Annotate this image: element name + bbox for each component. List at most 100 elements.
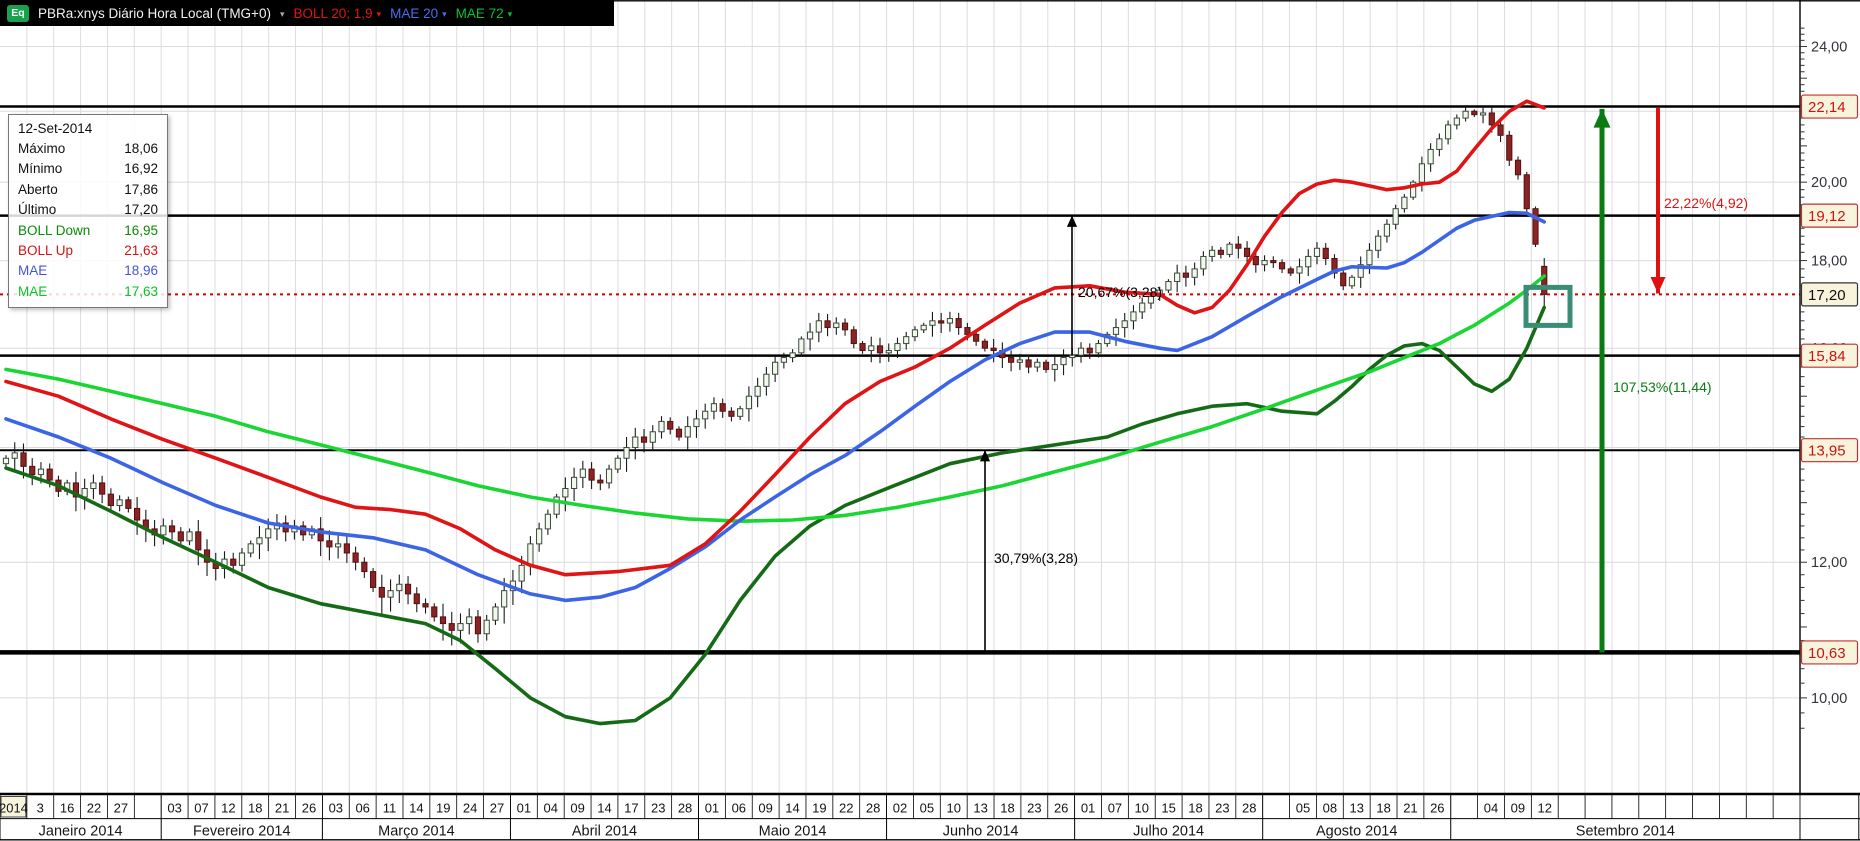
x-axis-day-label: 09	[1511, 801, 1525, 816]
legend-mae20[interactable]: MAE 20 ▾	[390, 6, 447, 21]
y-axis-price-label: 10,00	[1811, 691, 1847, 707]
chevron-down-icon[interactable]: ▾	[507, 8, 513, 19]
tooltip-value: 21,63	[124, 243, 158, 259]
measure-arrowhead-icon	[979, 450, 991, 462]
x-axis-day-label: 28	[866, 801, 880, 816]
x-axis-day-label: 05	[920, 801, 934, 816]
x-axis-day-label: 3	[37, 801, 44, 816]
indicator-line-mae-20	[4, 210, 1546, 603]
highlight-square[interactable]	[1523, 284, 1573, 328]
x-axis-day-label: 18	[1000, 801, 1014, 816]
x-axis-day-label: 04	[1484, 801, 1498, 816]
x-axis-day-label: 02	[893, 801, 907, 816]
symbol-title[interactable]: PBRa:xnys Diário Hora Local (TMG+0)	[38, 5, 271, 21]
x-axis-month-label: Maio 2014	[759, 824, 827, 840]
chevron-down-icon[interactable]: ▾	[279, 8, 285, 19]
x-axis-day-label: 06	[355, 801, 369, 816]
y-axis-flag-label: 10,63	[1808, 645, 1846, 662]
x-axis-day-label: 26	[1430, 801, 1444, 816]
x-axis-day-label: 07	[1108, 801, 1122, 816]
chevron-down-icon[interactable]: ▾	[376, 8, 382, 19]
x-axis-day-label: 09	[570, 801, 584, 816]
x-axis-day-label: 22	[87, 801, 101, 816]
x-axis-day-label: 18	[1376, 801, 1390, 816]
y-axis-flag	[1800, 438, 1859, 463]
x-axis-day-label: 01	[705, 801, 719, 816]
y-axis-flag-label: 22,14	[1808, 99, 1846, 116]
x-axis-day-label: 24	[463, 801, 477, 816]
tooltip-label: Aberto	[18, 181, 58, 197]
x-axis-month-label: Setembro 2014	[1576, 824, 1675, 840]
measure-label-107-53: 107,53%(11,44)	[1613, 379, 1712, 395]
tooltip-label: MAE	[18, 283, 48, 299]
x-axis-day-label: 21	[1403, 801, 1417, 816]
x-axis-month-label: Julho 2014	[1133, 824, 1204, 840]
x-axis-day-label: 26	[302, 801, 316, 816]
x-axis-day-label: 09	[758, 801, 772, 816]
y-axis-flag	[1800, 640, 1859, 665]
x-axis-area	[0, 793, 1860, 841]
x-axis-day-label: 13	[973, 801, 987, 816]
tooltip-value: 17,86	[124, 181, 158, 197]
crosshair-tooltip: 12-Set-2014 Máximo 18,06 Mínimo 16,92 Aber…	[8, 114, 168, 309]
x-axis-day-label: 10	[946, 801, 960, 816]
x-axis-day-label: 17	[624, 801, 638, 816]
y-axis-price-label: 12,00	[1811, 555, 1847, 571]
y-axis-flag	[1800, 343, 1859, 368]
y-axis-flag-label: 13,95	[1808, 443, 1846, 460]
x-axis-day-label: 01	[517, 801, 531, 816]
x-axis-day-label: 14	[597, 801, 611, 816]
x-axis-day-label: 03	[167, 801, 181, 816]
measure-label-22-22: 22,22%(4,92)	[1664, 195, 1749, 211]
indicator-line-boll-down	[4, 305, 1546, 726]
y-axis-flag	[1800, 203, 1859, 228]
year-start-flag	[0, 796, 27, 818]
x-axis-day-label: 19	[812, 801, 826, 816]
y-axis-price-label: 24,00	[1811, 40, 1847, 56]
tooltip-label: Último	[18, 202, 57, 218]
chevron-down-icon[interactable]: ▾	[442, 8, 447, 19]
legend-boll[interactable]: BOLL 20; 1,9 ▾	[293, 6, 381, 21]
x-axis-day-label: 23	[1215, 801, 1229, 816]
tooltip-label: Mínimo	[18, 161, 63, 177]
x-axis-month-label: Fevereiro 2014	[193, 824, 291, 840]
x-axis-day-label: 11	[383, 801, 397, 816]
measure-label-30-79: 30,79%(3,28)	[994, 550, 1079, 566]
x-axis-month-label: Agosto 2014	[1316, 824, 1397, 840]
legend-boll-label: BOLL 20; 1,9	[293, 5, 373, 21]
x-axis-day-label: 15	[1161, 801, 1175, 816]
x-axis-day-label: 18	[248, 801, 262, 816]
tooltip-value: 18,06	[124, 141, 158, 156]
x-axis-month-label: Abril 2014	[572, 824, 637, 840]
y-axis-flag-label: 17,20	[1808, 287, 1846, 304]
y-axis-flag	[1800, 282, 1859, 307]
x-axis-day-label: 12	[1538, 801, 1552, 816]
x-axis-day-label: 10	[1135, 801, 1149, 816]
x-axis-day-label: 22	[839, 801, 853, 816]
x-axis-day-label: 05	[1296, 801, 1310, 816]
x-axis-day-label: 04	[544, 801, 558, 816]
indicator-line-boll-up	[4, 99, 1546, 577]
x-axis-day-label: 19	[436, 801, 450, 816]
legend-mae72[interactable]: MAE 72 ▾	[456, 6, 513, 21]
x-axis-day-label: 18	[1188, 801, 1202, 816]
x-axis-day-label: 03	[329, 801, 343, 816]
y-axis-flag-label: 19,12	[1808, 208, 1846, 225]
x-axis-day-label: 01	[1081, 801, 1095, 816]
x-axis-day-label: 28	[1242, 801, 1256, 816]
measure-label-20-67: 20,67%(3,28)	[1078, 284, 1163, 300]
indicator-line-mae-72	[4, 274, 1546, 523]
measure-arrowhead-icon	[1650, 277, 1666, 294]
candles-layer[interactable]	[2, 106, 1548, 646]
legend-mae72-label: MAE 72	[455, 5, 504, 21]
x-axis-day-label: 06	[732, 801, 746, 816]
tooltip-date: 12-Set-2014	[18, 121, 93, 136]
measure-arrowhead-icon	[1593, 108, 1611, 128]
x-axis-day-label: 28	[678, 801, 692, 816]
measure-arrowhead-icon	[1066, 215, 1078, 227]
x-axis-day-label: 07	[194, 801, 208, 816]
tooltip-value: 17,63	[124, 283, 158, 299]
x-axis-day-label: 2014	[0, 801, 28, 816]
